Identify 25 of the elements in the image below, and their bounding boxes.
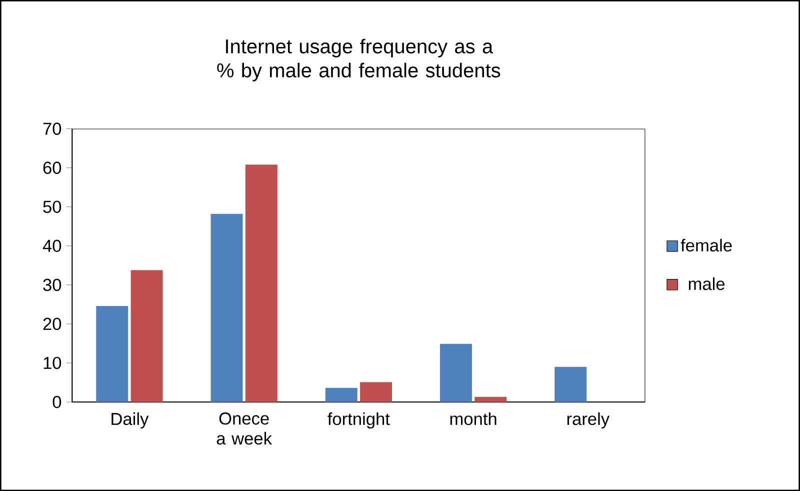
legend-label: male bbox=[688, 277, 725, 290]
bar bbox=[130, 270, 163, 402]
chart-title: Internet usage frequency as a % by male and female students bbox=[217, 38, 500, 82]
y-tick-label: 10 bbox=[44, 356, 62, 370]
y-tick-label: 50 bbox=[43, 200, 62, 213]
x-tick-label: Onece a week bbox=[216, 412, 272, 445]
bar bbox=[325, 388, 358, 402]
y-tick-label: 0 bbox=[52, 396, 62, 408]
bar bbox=[474, 396, 507, 402]
bar bbox=[96, 306, 128, 402]
y-tick-label: 30 bbox=[43, 278, 62, 291]
y-tick-label: 60 bbox=[43, 162, 62, 174]
bar bbox=[210, 214, 243, 402]
y-tick-label: 20 bbox=[43, 318, 62, 330]
bar bbox=[360, 382, 392, 402]
bar bbox=[554, 366, 587, 402]
bar bbox=[245, 164, 278, 402]
x-tick-label: rarely bbox=[567, 412, 610, 428]
y-tick-label: 40 bbox=[42, 240, 62, 252]
x-tick-label: Daily bbox=[112, 412, 149, 428]
legend-label: female bbox=[680, 238, 732, 252]
y-tick-label: 70 bbox=[43, 122, 62, 135]
x-tick-label: fortnight bbox=[328, 412, 390, 428]
bar bbox=[440, 344, 472, 402]
x-tick-label: month bbox=[450, 412, 496, 426]
